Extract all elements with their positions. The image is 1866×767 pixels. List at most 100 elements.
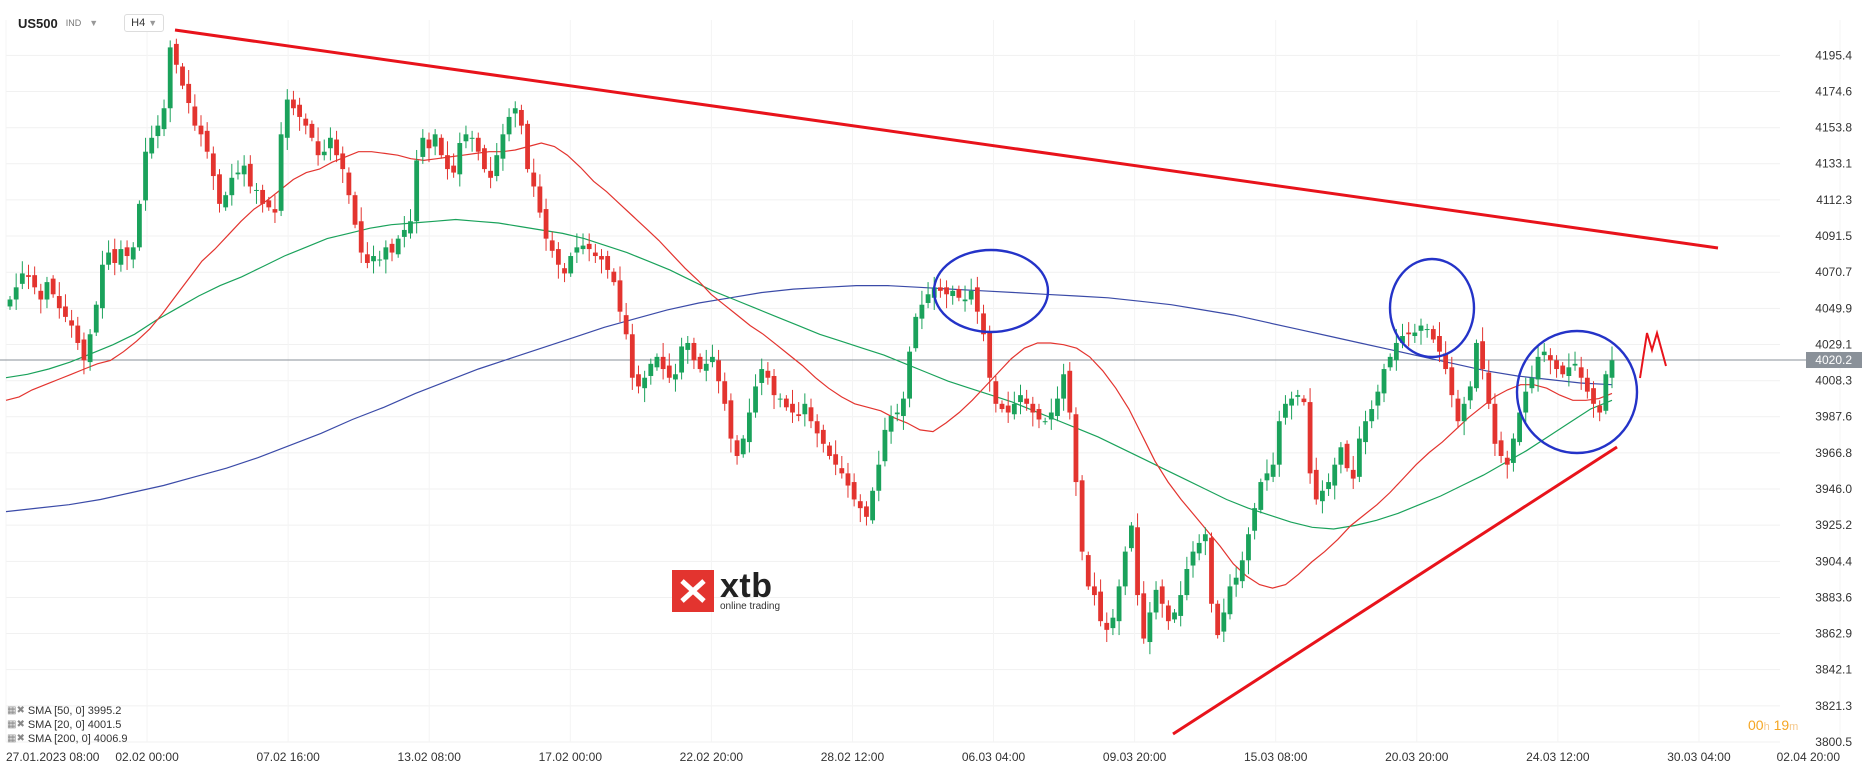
candle-body: [710, 356, 715, 363]
candle-body: [857, 501, 863, 509]
symbol-label[interactable]: US500: [18, 15, 58, 31]
candle-body: [654, 356, 660, 368]
candle-body: [1036, 409, 1042, 420]
candle-timer: 00h 19m: [1748, 717, 1798, 733]
candle-body: [1270, 464, 1276, 477]
legend-item-sma20[interactable]: ▦✖ SMA [20, 0] 4001.5: [7, 718, 128, 732]
candle-body: [1307, 402, 1313, 474]
settings-icon[interactable]: ▦✖: [7, 719, 25, 730]
candle-body: [660, 356, 666, 370]
candle-body: [1535, 356, 1541, 380]
candle-body: [1221, 612, 1227, 632]
candle-body: [1363, 421, 1368, 443]
highlight-circle: [932, 248, 1050, 334]
candle-body: [13, 287, 19, 300]
candle-body: [1030, 403, 1036, 413]
candle-body: [1024, 398, 1030, 404]
candle-body: [1301, 398, 1307, 403]
candle-body: [44, 282, 50, 300]
candle-body: [679, 346, 685, 373]
candle-body: [1560, 365, 1566, 375]
legend-label: SMA [200, 0] 4006.9: [27, 733, 128, 745]
candle-body: [1547, 355, 1553, 361]
candle-body: [968, 290, 974, 300]
candle-body: [1055, 398, 1060, 416]
candle-body: [512, 108, 518, 114]
candle-body: [198, 125, 204, 135]
candle-body: [993, 381, 999, 404]
sma20-path: [5, 142, 1613, 589]
candle-body: [1369, 409, 1375, 422]
candle-body: [1165, 605, 1171, 622]
candle-body: [272, 209, 278, 213]
x-tick-label: 07.02 16:00: [256, 750, 320, 764]
candle-body: [1400, 336, 1405, 343]
candle-body: [315, 141, 321, 156]
y-tick-label: 3842.1: [1815, 663, 1852, 677]
candle-body: [1486, 372, 1492, 404]
settings-icon[interactable]: ▦✖: [7, 705, 25, 716]
candle-body: [1092, 586, 1097, 596]
y-tick-label: 3925.2: [1815, 518, 1852, 532]
candle-body: [1603, 374, 1609, 411]
candle-body: [1504, 457, 1510, 465]
highlight-circle: [1388, 257, 1476, 359]
candle-body: [1159, 586, 1165, 604]
candle-body: [599, 256, 604, 260]
candle-body: [790, 403, 795, 413]
candle-body: [383, 247, 389, 260]
candle-body: [401, 229, 407, 237]
candle-body: [414, 160, 420, 222]
chevron-down-icon[interactable]: ▼: [89, 18, 99, 28]
candle-body: [919, 304, 925, 319]
candle-body: [636, 374, 641, 387]
candle-body: [1215, 603, 1221, 636]
candle-body: [389, 243, 395, 253]
candle-body: [999, 403, 1005, 410]
y-tick-label: 4112.3: [1816, 193, 1852, 207]
candle-body: [469, 137, 475, 139]
settings-icon[interactable]: ▦✖: [7, 733, 25, 744]
sma50-line: [5, 218, 1613, 530]
candle-body: [432, 134, 438, 147]
candle-body: [1578, 367, 1584, 378]
candlestick-series: [7, 38, 1615, 655]
legend-item-sma50[interactable]: ▦✖ SMA [50, 0] 3995.2: [7, 704, 128, 718]
x-tick-label: 20.03 20:00: [1385, 750, 1449, 764]
candle-body: [783, 398, 789, 408]
y-tick-label: 4070.7: [1815, 265, 1852, 279]
candle-body: [1122, 551, 1128, 587]
candle-body: [1326, 482, 1331, 490]
candle-body: [291, 99, 296, 109]
candle-body: [1338, 447, 1344, 465]
candle-body: [1332, 464, 1338, 486]
candle-body: [32, 275, 38, 288]
y-tick-label: 4091.5: [1815, 229, 1852, 243]
y-tick-label: 3987.6: [1815, 410, 1852, 424]
candle-body: [1609, 360, 1615, 378]
candle-body: [1141, 593, 1147, 639]
candle-body: [574, 247, 580, 253]
candle-body: [204, 130, 210, 152]
candle-body: [457, 143, 463, 175]
chevron-down-icon: ▼: [148, 18, 158, 28]
candle-body: [1085, 555, 1091, 587]
candle-body: [845, 473, 851, 486]
candle-body: [217, 174, 222, 204]
candle-body: [229, 177, 235, 196]
candle-body: [1104, 622, 1110, 630]
sma200-line: [5, 285, 1613, 513]
candle-body: [1073, 414, 1079, 483]
timeframe-select[interactable]: H4 ▼: [124, 14, 165, 32]
candle-body: [1184, 568, 1190, 596]
candle-body: [691, 342, 697, 361]
candle-body: [1511, 438, 1516, 463]
candle-body: [1523, 391, 1529, 413]
legend-item-sma200[interactable]: ▦✖ SMA [200, 0] 4006.9: [7, 732, 128, 746]
candle-body: [1344, 443, 1350, 469]
candle-body: [408, 221, 413, 234]
time-axis: 27.01.2023 08:00 02.02 00:00 07.02 16:00 13…: [6, 750, 1840, 764]
candle-body: [1455, 398, 1461, 422]
candle-body: [106, 252, 111, 265]
